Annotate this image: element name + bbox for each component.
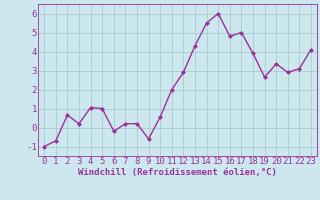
X-axis label: Windchill (Refroidissement éolien,°C): Windchill (Refroidissement éolien,°C) (78, 168, 277, 177)
